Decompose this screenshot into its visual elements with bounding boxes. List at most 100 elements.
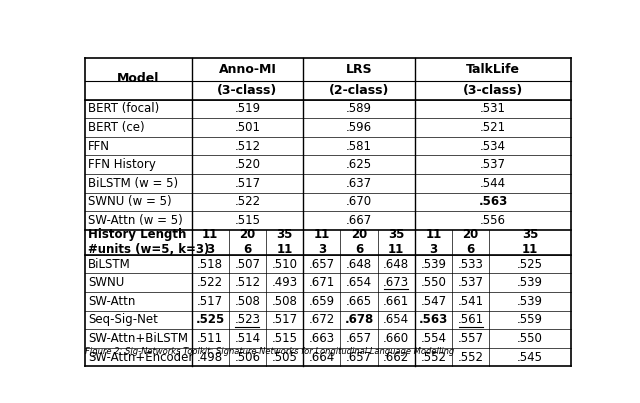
Text: .552: .552 bbox=[458, 351, 484, 364]
Text: 11
3: 11 3 bbox=[314, 229, 330, 256]
Text: .508: .508 bbox=[271, 295, 298, 308]
Text: .525: .525 bbox=[196, 314, 225, 326]
Text: .561: .561 bbox=[458, 314, 484, 326]
Text: .541: .541 bbox=[458, 295, 484, 308]
Text: .657: .657 bbox=[346, 332, 372, 345]
Text: .508: .508 bbox=[234, 295, 260, 308]
Text: 20
6: 20 6 bbox=[239, 229, 255, 256]
Text: .657: .657 bbox=[308, 258, 335, 270]
Text: .648: .648 bbox=[383, 258, 409, 270]
Text: 11
3: 11 3 bbox=[202, 229, 218, 256]
Text: .554: .554 bbox=[420, 332, 447, 345]
Text: 20
6: 20 6 bbox=[351, 229, 367, 256]
Text: .521: .521 bbox=[480, 121, 506, 134]
Text: .544: .544 bbox=[480, 177, 506, 190]
Text: .517: .517 bbox=[234, 177, 260, 190]
Text: 35
11: 35 11 bbox=[522, 229, 538, 256]
Text: (3-class): (3-class) bbox=[217, 84, 278, 97]
Text: FFN: FFN bbox=[88, 139, 110, 153]
Text: .581: .581 bbox=[346, 139, 372, 153]
Text: 20
6: 20 6 bbox=[463, 229, 479, 256]
Text: Seq-Sig-Net: Seq-Sig-Net bbox=[88, 314, 158, 326]
Text: .512: .512 bbox=[234, 276, 260, 289]
Text: .670: .670 bbox=[346, 195, 372, 208]
Text: .659: .659 bbox=[308, 295, 335, 308]
Text: .493: .493 bbox=[271, 276, 298, 289]
Text: .667: .667 bbox=[346, 214, 372, 227]
Text: Anno-MI: Anno-MI bbox=[218, 63, 276, 76]
Text: .520: .520 bbox=[234, 158, 260, 171]
Text: .519: .519 bbox=[234, 102, 260, 115]
Text: .531: .531 bbox=[480, 102, 506, 115]
Text: BERT (focal): BERT (focal) bbox=[88, 102, 159, 115]
Text: Figure 2: Sig-Networks Toolkit: Signature Networks for Longitudinal Language Mod: Figure 2: Sig-Networks Toolkit: Signatur… bbox=[85, 347, 454, 355]
Text: (2-class): (2-class) bbox=[329, 84, 389, 97]
Text: .517: .517 bbox=[197, 295, 223, 308]
Text: 35
11: 35 11 bbox=[388, 229, 404, 256]
Text: .534: .534 bbox=[480, 139, 506, 153]
Text: .517: .517 bbox=[271, 314, 298, 326]
Text: .672: .672 bbox=[308, 314, 335, 326]
Text: .539: .539 bbox=[517, 295, 543, 308]
Text: SW-Attn: SW-Attn bbox=[88, 295, 135, 308]
Text: .596: .596 bbox=[346, 121, 372, 134]
Text: 11
3: 11 3 bbox=[425, 229, 442, 256]
Text: SW-Attn+Encoder: SW-Attn+Encoder bbox=[88, 351, 193, 364]
Text: .589: .589 bbox=[346, 102, 372, 115]
Text: .512: .512 bbox=[234, 139, 260, 153]
Text: .511: .511 bbox=[197, 332, 223, 345]
Text: .498: .498 bbox=[197, 351, 223, 364]
Text: .505: .505 bbox=[271, 351, 298, 364]
Text: BiLSTM (w = 5): BiLSTM (w = 5) bbox=[88, 177, 178, 190]
Text: TalkLife: TalkLife bbox=[466, 63, 520, 76]
Text: SWNU: SWNU bbox=[88, 276, 124, 289]
Text: .522: .522 bbox=[197, 276, 223, 289]
Text: .539: .539 bbox=[517, 276, 543, 289]
Text: 35
11: 35 11 bbox=[276, 229, 292, 256]
Text: .559: .559 bbox=[517, 314, 543, 326]
Text: .545: .545 bbox=[517, 351, 543, 364]
Text: .550: .550 bbox=[517, 332, 543, 345]
Text: .539: .539 bbox=[420, 258, 447, 270]
Text: .537: .537 bbox=[458, 276, 484, 289]
Text: .661: .661 bbox=[383, 295, 410, 308]
Text: FFN History: FFN History bbox=[88, 158, 156, 171]
Text: .673: .673 bbox=[383, 276, 409, 289]
Text: .525: .525 bbox=[517, 258, 543, 270]
Text: .563: .563 bbox=[478, 195, 508, 208]
Text: .556: .556 bbox=[480, 214, 506, 227]
Text: .678: .678 bbox=[344, 314, 374, 326]
Text: .671: .671 bbox=[308, 276, 335, 289]
Text: .506: .506 bbox=[234, 351, 260, 364]
Text: Model: Model bbox=[117, 72, 159, 85]
Text: .664: .664 bbox=[308, 351, 335, 364]
Text: .537: .537 bbox=[480, 158, 506, 171]
Text: .660: .660 bbox=[383, 332, 409, 345]
Text: (3-class): (3-class) bbox=[463, 84, 523, 97]
Text: .518: .518 bbox=[197, 258, 223, 270]
Text: .654: .654 bbox=[346, 276, 372, 289]
Text: BERT (ce): BERT (ce) bbox=[88, 121, 145, 134]
Text: .523: .523 bbox=[234, 314, 260, 326]
Text: .637: .637 bbox=[346, 177, 372, 190]
Text: .510: .510 bbox=[271, 258, 298, 270]
Text: SW-Attn (w = 5): SW-Attn (w = 5) bbox=[88, 214, 182, 227]
Text: SWNU (w = 5): SWNU (w = 5) bbox=[88, 195, 172, 208]
Text: BiLSTM: BiLSTM bbox=[88, 258, 131, 270]
Text: .663: .663 bbox=[308, 332, 335, 345]
Text: .547: .547 bbox=[420, 295, 447, 308]
Text: .654: .654 bbox=[383, 314, 409, 326]
Text: .533: .533 bbox=[458, 258, 484, 270]
Text: .625: .625 bbox=[346, 158, 372, 171]
Text: History Length
#units (w=5, k=3): History Length #units (w=5, k=3) bbox=[88, 229, 209, 256]
Text: .501: .501 bbox=[234, 121, 260, 134]
Text: SW-Attn+BiLSTM: SW-Attn+BiLSTM bbox=[88, 332, 188, 345]
Text: .515: .515 bbox=[271, 332, 298, 345]
Text: LRS: LRS bbox=[346, 63, 372, 76]
Text: .657: .657 bbox=[346, 351, 372, 364]
Text: .557: .557 bbox=[458, 332, 484, 345]
Text: .665: .665 bbox=[346, 295, 372, 308]
Text: .648: .648 bbox=[346, 258, 372, 270]
Text: .507: .507 bbox=[234, 258, 260, 270]
Text: .550: .550 bbox=[420, 276, 446, 289]
